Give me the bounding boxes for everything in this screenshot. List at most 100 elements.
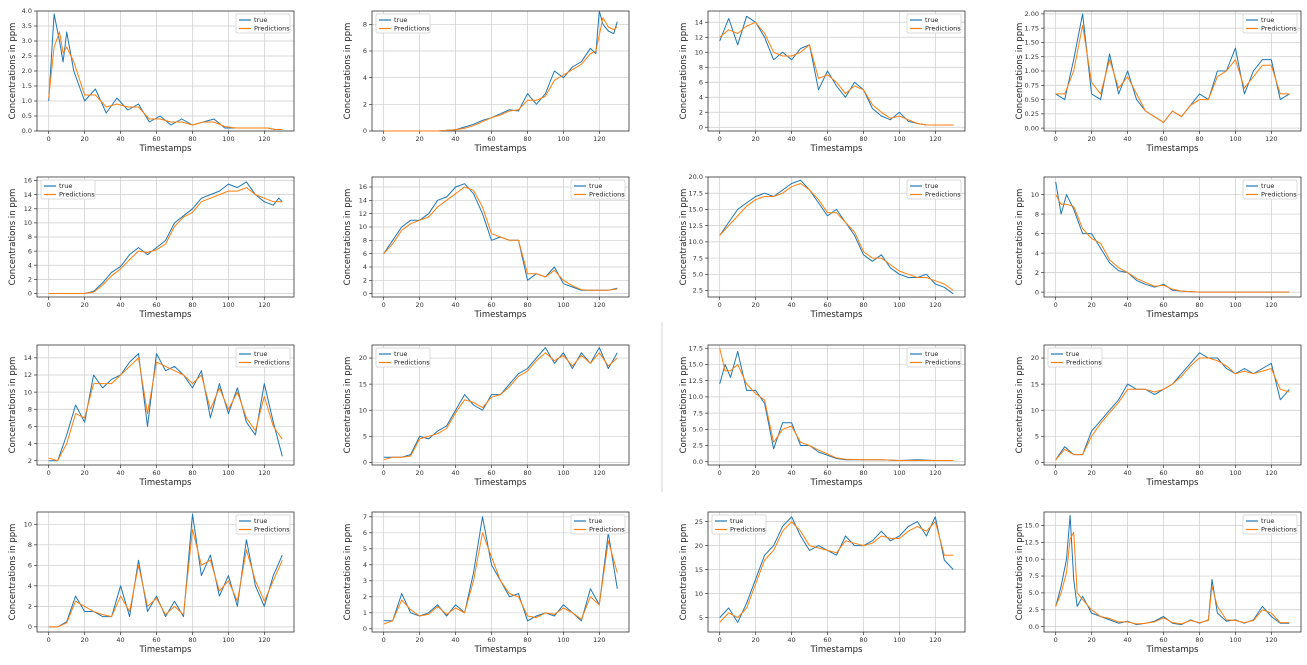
y-tick-label: 1.5: [22, 82, 32, 90]
x-tick-label: 60: [487, 301, 495, 309]
x-tick-label: 80: [523, 135, 531, 143]
x-axis-label: Timestamps: [1146, 645, 1199, 655]
series-line-predictions: [48, 357, 283, 462]
x-tick-label: 0: [1054, 301, 1058, 309]
series-line-predictions: [719, 521, 954, 623]
legend-label-predictions: Predictions: [1261, 191, 1297, 199]
y-tick-label: 0.75: [1025, 81, 1039, 89]
y-tick-label: 0.00: [1025, 124, 1039, 132]
x-tick-label: 20: [751, 135, 759, 143]
y-tick-label: 5.0: [693, 270, 703, 278]
legend-label-predictions: Predictions: [1066, 359, 1102, 367]
y-tick-label: 4: [699, 93, 703, 101]
x-tick-label: 120: [593, 636, 605, 644]
y-tick-label: 6: [699, 78, 703, 86]
y-axis-label: Concentrations in ppm: [343, 23, 353, 120]
series-line-true: [719, 179, 954, 295]
x-tick-label: 0: [1054, 469, 1058, 477]
x-tick-label: 60: [487, 636, 495, 644]
legend-label-predictions: Predictions: [589, 526, 625, 534]
y-tick-label: 0.0: [693, 458, 703, 466]
x-tick-label: 0: [47, 135, 51, 143]
x-tick-label: 20: [1087, 469, 1095, 477]
y-tick-label: 6: [363, 529, 367, 537]
legend-label-predictions: Predictions: [925, 191, 961, 199]
y-tick-label: 5.0: [1029, 589, 1039, 597]
x-tick-label: 120: [929, 135, 941, 143]
x-tick-label: 40: [116, 301, 124, 309]
x-tick-label: 0: [718, 469, 722, 477]
y-tick-label: 15: [695, 566, 703, 574]
x-tick-label: 80: [188, 135, 196, 143]
y-tick-label: 4: [363, 561, 367, 569]
series-line-predictions: [383, 186, 618, 291]
y-tick-label: 14: [24, 354, 32, 362]
y-tick-label: 1.0: [22, 97, 32, 105]
subplot-11: 0.0 2.5 5.0 7.5 10.0 12.5 15.0 17.5 0 20 40 60 80 100…: [679, 344, 966, 488]
y-tick-label: 20: [1031, 354, 1039, 362]
plot-frame: [371, 344, 630, 466]
series-line-predictions: [1055, 357, 1290, 461]
legend-label-predictions: Predictions: [254, 25, 290, 33]
legend-label-true: true: [925, 182, 938, 190]
legend-label-true: true: [1261, 182, 1274, 190]
x-tick-label: 120: [593, 301, 605, 309]
x-tick-label: 0: [718, 636, 722, 644]
y-tick-label: 12.5: [689, 222, 703, 230]
x-tick-label: 120: [929, 469, 941, 477]
y-tick-label: 5: [363, 433, 367, 441]
x-tick-label: 80: [188, 301, 196, 309]
series-line-predictions: [48, 528, 283, 628]
y-tick-label: 10: [695, 590, 703, 598]
x-tick-label: 20: [80, 301, 88, 309]
x-tick-label: 80: [188, 636, 196, 644]
y-tick-label: 2: [363, 593, 367, 601]
x-tick-label: 20: [415, 135, 423, 143]
x-tick-label: 20: [1087, 636, 1095, 644]
y-tick-label: 10: [1031, 406, 1039, 414]
y-axis-label: Concentrations in ppm: [1015, 524, 1025, 621]
x-tick-label: 120: [1265, 135, 1277, 143]
y-tick-label: 10: [24, 521, 32, 529]
y-tick-label: 0: [1035, 288, 1039, 296]
subplot-5: 0 2 4 6 8 10 12 14 16 0 20 40 60 80 100 120 Timestamps Co…: [8, 176, 295, 320]
series-line-predictions: [383, 17, 618, 132]
y-tick-label: 4: [363, 263, 367, 271]
x-tick-label: 80: [523, 636, 531, 644]
y-axis-label: Concentrations in ppm: [8, 189, 18, 286]
x-tick-label: 120: [593, 135, 605, 143]
y-tick-label: 8: [699, 63, 703, 71]
x-axis-label: Timestamps: [474, 478, 527, 488]
y-tick-label: 0: [363, 290, 367, 298]
y-axis-label: Concentrations in ppm: [1015, 23, 1025, 120]
y-tick-label: 1.25: [1025, 53, 1039, 61]
y-axis-label: Concentrations in ppm: [679, 524, 689, 621]
x-tick-label: 0: [1054, 636, 1058, 644]
x-tick-label: 20: [415, 301, 423, 309]
legend-label-true: true: [1261, 517, 1274, 525]
subplot-1: 0.0 0.5 1.0 1.5 2.0 2.5 3.0 3.5 4.0 0 20 40 60 80 100 1…: [8, 7, 295, 154]
series-line-predictions: [1055, 194, 1290, 293]
y-tick-label: 1.00: [1025, 67, 1039, 75]
y-tick-label: 14: [695, 18, 703, 26]
y-tick-label: 0.5: [22, 112, 32, 120]
x-tick-label: 40: [1123, 636, 1131, 644]
plot-frame: [371, 511, 630, 633]
x-tick-label: 100: [1229, 636, 1241, 644]
x-tick-label: 80: [859, 135, 867, 143]
plot-frame: [1043, 10, 1302, 132]
x-tick-label: 40: [1123, 301, 1131, 309]
x-tick-label: 100: [222, 469, 234, 477]
y-tick-label: 7.5: [1029, 572, 1039, 580]
plot-frame: [707, 344, 966, 466]
x-tick-label: 100: [222, 636, 234, 644]
x-tick-label: 0: [47, 636, 51, 644]
y-tick-label: 10.0: [689, 393, 703, 401]
x-axis-label: Timestamps: [1146, 478, 1199, 488]
y-tick-label: 25: [695, 518, 703, 526]
series-line-predictions: [383, 532, 618, 625]
plot-frame: [371, 176, 630, 298]
